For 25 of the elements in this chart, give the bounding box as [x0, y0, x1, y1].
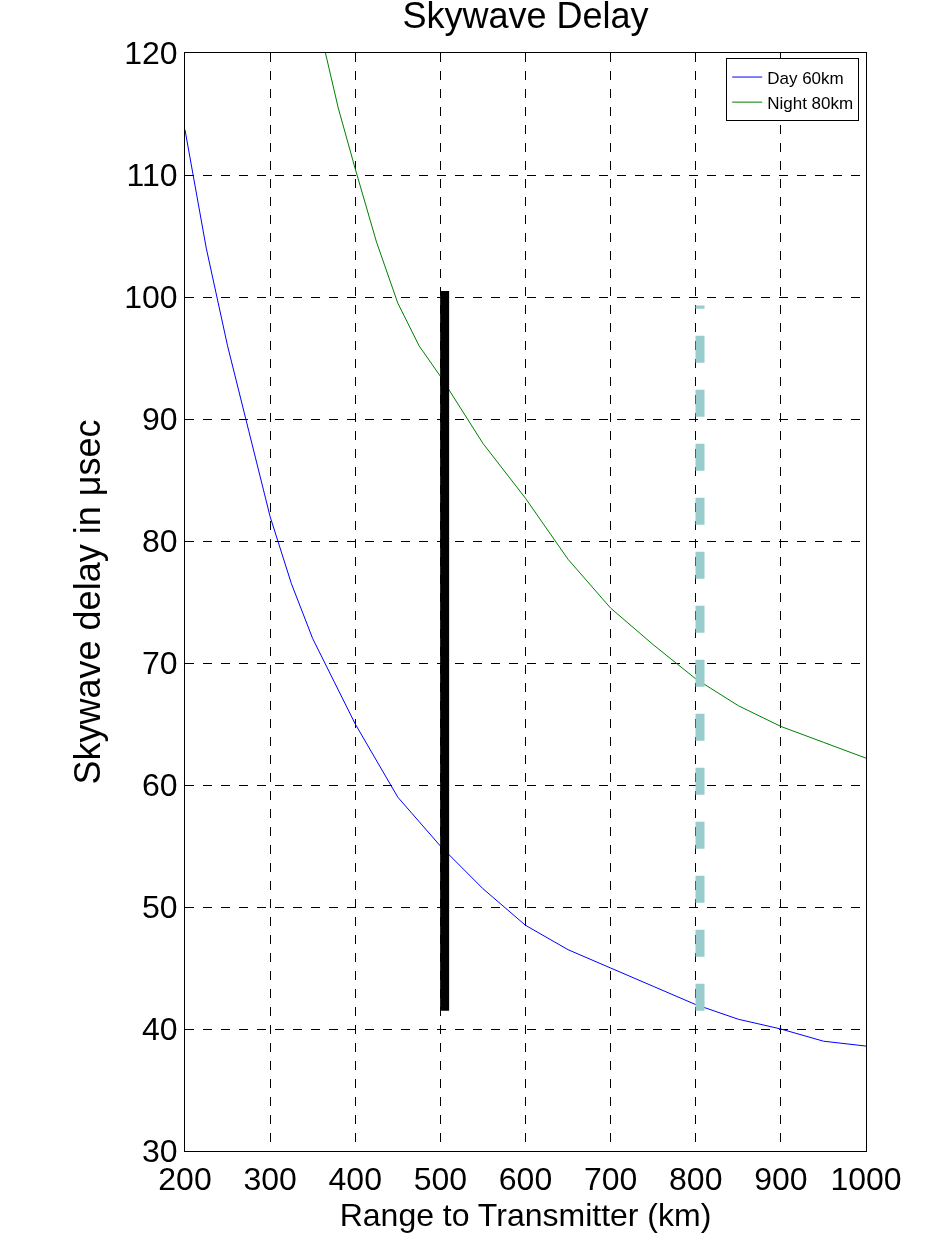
x-tick-label: 600: [498, 1161, 553, 1198]
x-tick-label: 900: [754, 1161, 808, 1198]
legend-label: Night 80km: [767, 93, 854, 113]
y-tick-label: 100: [124, 279, 178, 316]
x-tick-label: 1000: [830, 1161, 902, 1198]
chart-title: Skywave Delay: [402, 0, 649, 36]
x-tick-label: 300: [243, 1161, 297, 1198]
y-tick-label: 90: [142, 401, 178, 438]
x-tick-label: 500: [413, 1161, 468, 1198]
x-tick-label: 200: [158, 1161, 212, 1198]
x-tick-label: 700: [583, 1161, 638, 1198]
x-axis-title: Range to Transmitter (km): [339, 1197, 712, 1234]
line-series: [324, 53, 866, 759]
x-tick-label: 800: [669, 1161, 723, 1198]
line-series: [185, 129, 866, 1047]
legend-label: Day 60km: [767, 68, 844, 88]
y-tick-label: 50: [142, 889, 178, 926]
x-tick-label: 400: [328, 1161, 382, 1198]
y-tick-label: 80: [142, 523, 178, 560]
y-tick-label: 70: [142, 645, 178, 682]
y-tick-label: 120: [124, 35, 178, 72]
y-axis-title: Skywave delay in μsec: [67, 419, 109, 785]
y-tick-label: 110: [126, 157, 178, 194]
y-tick-label: 40: [142, 1011, 178, 1048]
y-tick-label: 60: [142, 767, 178, 804]
